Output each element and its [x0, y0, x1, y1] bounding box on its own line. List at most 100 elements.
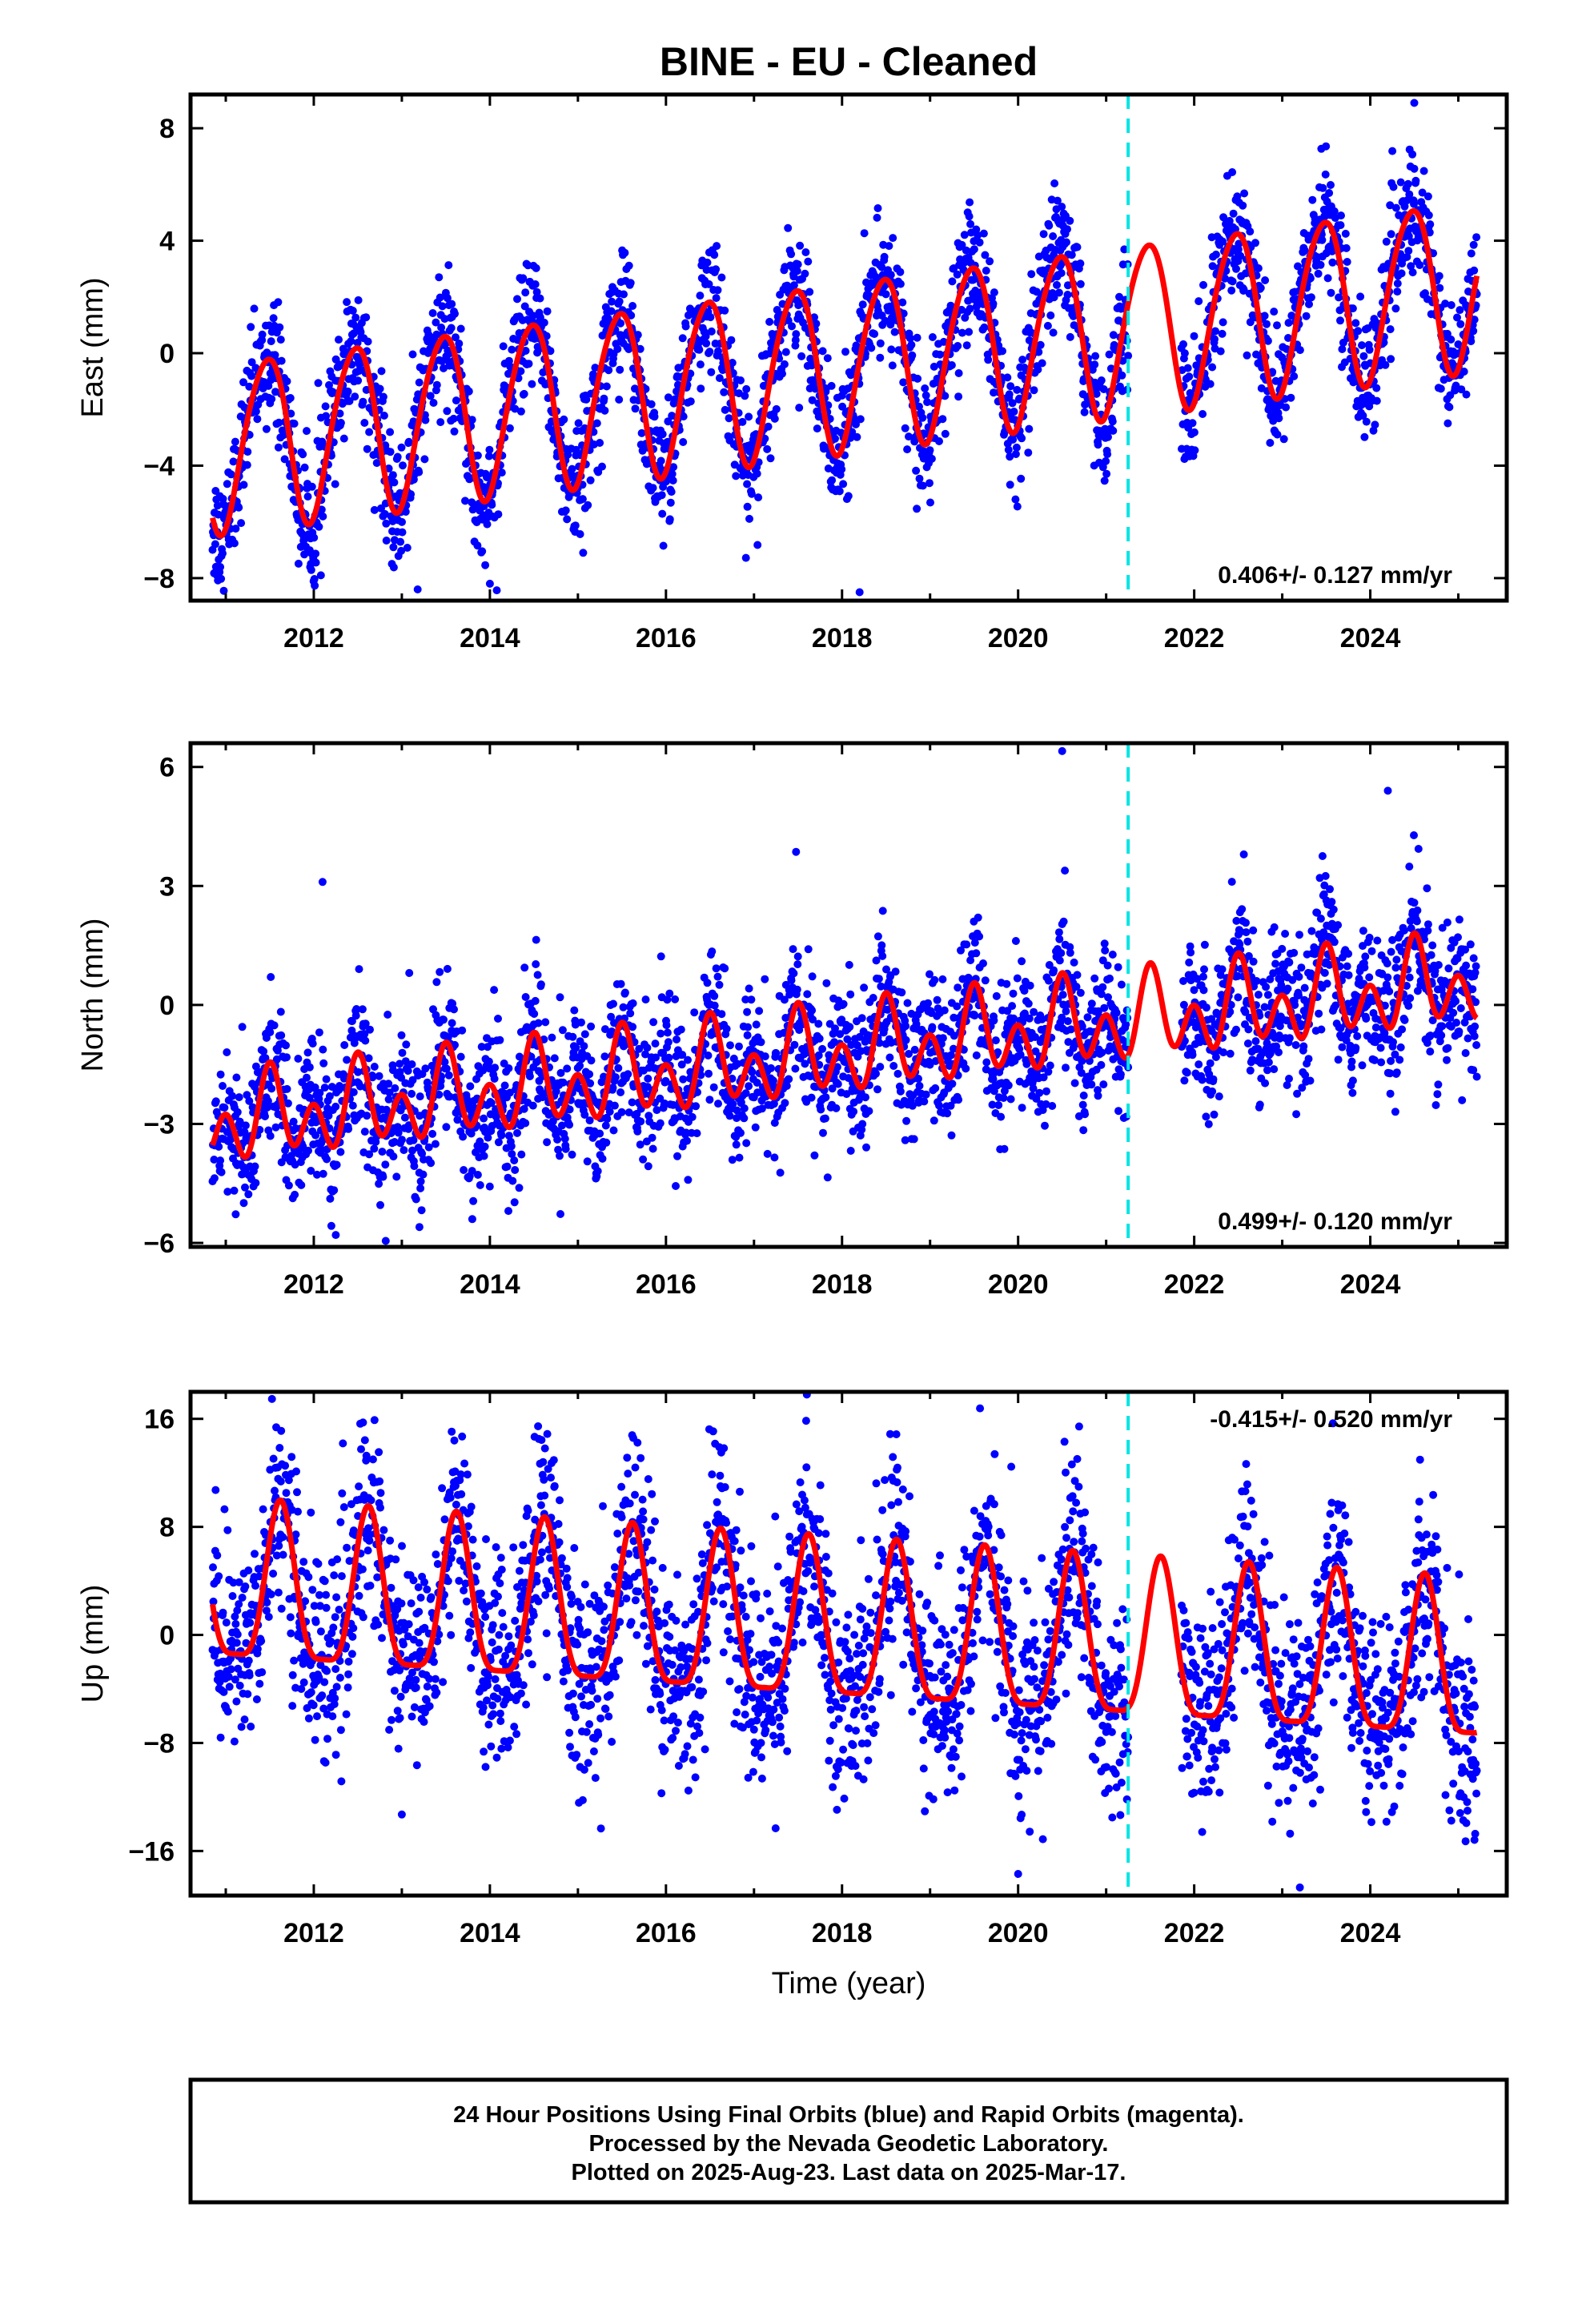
observation-point — [398, 517, 406, 526]
observation-point — [975, 932, 984, 941]
observation-point — [728, 1156, 737, 1164]
observation-point — [267, 395, 276, 404]
observation-point — [1026, 981, 1034, 990]
observation-point — [1426, 220, 1435, 229]
observation-point — [717, 1010, 726, 1019]
observation-point — [789, 969, 798, 978]
observation-point — [375, 384, 384, 393]
observation-point — [560, 415, 568, 424]
observation-point — [974, 231, 982, 239]
observation-point — [1079, 1126, 1088, 1135]
observation-point — [511, 404, 520, 413]
observation-point — [384, 1080, 393, 1088]
observation-point — [793, 260, 802, 269]
observation-point — [1027, 270, 1036, 279]
observation-point — [1327, 181, 1335, 189]
observation-point — [909, 1135, 918, 1144]
observation-point — [1004, 445, 1013, 454]
observation-point — [938, 975, 947, 983]
observation-point — [1408, 268, 1417, 277]
observation-point — [743, 480, 752, 489]
observation-point — [874, 975, 883, 983]
observation-point — [448, 1019, 456, 1027]
observation-point — [398, 1048, 407, 1057]
observation-point — [238, 1023, 247, 1031]
observation-point — [530, 1010, 539, 1018]
observation-point — [769, 1076, 777, 1085]
observation-point — [1009, 989, 1018, 998]
observation-point — [303, 1073, 311, 1082]
observation-point — [447, 324, 456, 332]
observation-point — [611, 1073, 620, 1082]
observation-point — [588, 370, 597, 379]
x-tick-label: 2014 — [460, 623, 520, 653]
observation-point — [1382, 237, 1391, 246]
observation-point — [1004, 1081, 1013, 1090]
observation-point — [219, 586, 228, 595]
observation-point — [742, 1139, 751, 1148]
observation-point — [391, 1084, 400, 1092]
observation-point — [577, 1018, 585, 1027]
observation-point — [903, 999, 912, 1007]
observation-point — [1005, 390, 1014, 399]
observation-point — [244, 1190, 253, 1199]
observation-point — [804, 945, 813, 954]
observation-point — [1013, 502, 1022, 511]
observation-point — [1470, 266, 1479, 275]
observation-point — [255, 1125, 264, 1134]
observation-point — [563, 515, 572, 524]
observation-point — [954, 392, 963, 401]
observation-point — [966, 304, 974, 313]
observation-point — [1325, 189, 1334, 197]
observation-point — [1006, 1095, 1015, 1104]
observation-point — [1349, 378, 1358, 387]
observation-point — [228, 1092, 237, 1100]
observation-point — [921, 391, 930, 400]
x-tick-label: 2012 — [283, 623, 344, 653]
observation-point — [745, 514, 753, 523]
observation-point — [1314, 269, 1323, 278]
observation-point — [620, 248, 629, 257]
observation-point — [743, 1031, 752, 1039]
x-tick-label: 2016 — [636, 623, 697, 653]
observation-point — [965, 212, 974, 221]
observation-point — [784, 223, 793, 232]
observation-point — [740, 1114, 749, 1123]
observation-point — [616, 1088, 625, 1096]
observation-point — [669, 463, 678, 472]
observation-point — [361, 1019, 370, 1028]
observation-point — [997, 1112, 1006, 1121]
observation-point — [757, 1038, 765, 1047]
observation-point — [980, 323, 989, 332]
observation-point — [1407, 262, 1415, 271]
observation-point — [532, 960, 540, 968]
x-tick-label: 2022 — [1164, 623, 1225, 653]
observation-point — [1341, 229, 1350, 238]
observation-point — [785, 1075, 793, 1084]
observation-point — [715, 980, 724, 989]
observation-point — [516, 367, 525, 376]
observation-point — [633, 1127, 642, 1136]
observation-point — [561, 506, 570, 515]
observation-point — [1206, 380, 1215, 388]
observation-point — [381, 1160, 390, 1169]
observation-point — [1044, 976, 1053, 985]
observation-point — [1295, 346, 1304, 355]
observation-point — [819, 1128, 827, 1137]
observation-point — [743, 502, 752, 511]
observation-point — [1419, 167, 1428, 175]
observation-point — [793, 267, 801, 275]
observation-point — [543, 307, 552, 316]
observation-point — [908, 351, 917, 360]
observation-point — [351, 1011, 360, 1020]
observation-point — [958, 240, 966, 249]
observation-point — [979, 959, 987, 967]
observation-point — [1091, 352, 1100, 360]
y-axis-title: East (mm) — [76, 277, 110, 417]
observation-point — [1275, 414, 1283, 423]
observation-point — [532, 935, 540, 944]
observation-point — [258, 330, 267, 339]
observation-point — [1386, 201, 1395, 210]
observation-point — [570, 1006, 579, 1015]
observation-point — [858, 1120, 867, 1128]
